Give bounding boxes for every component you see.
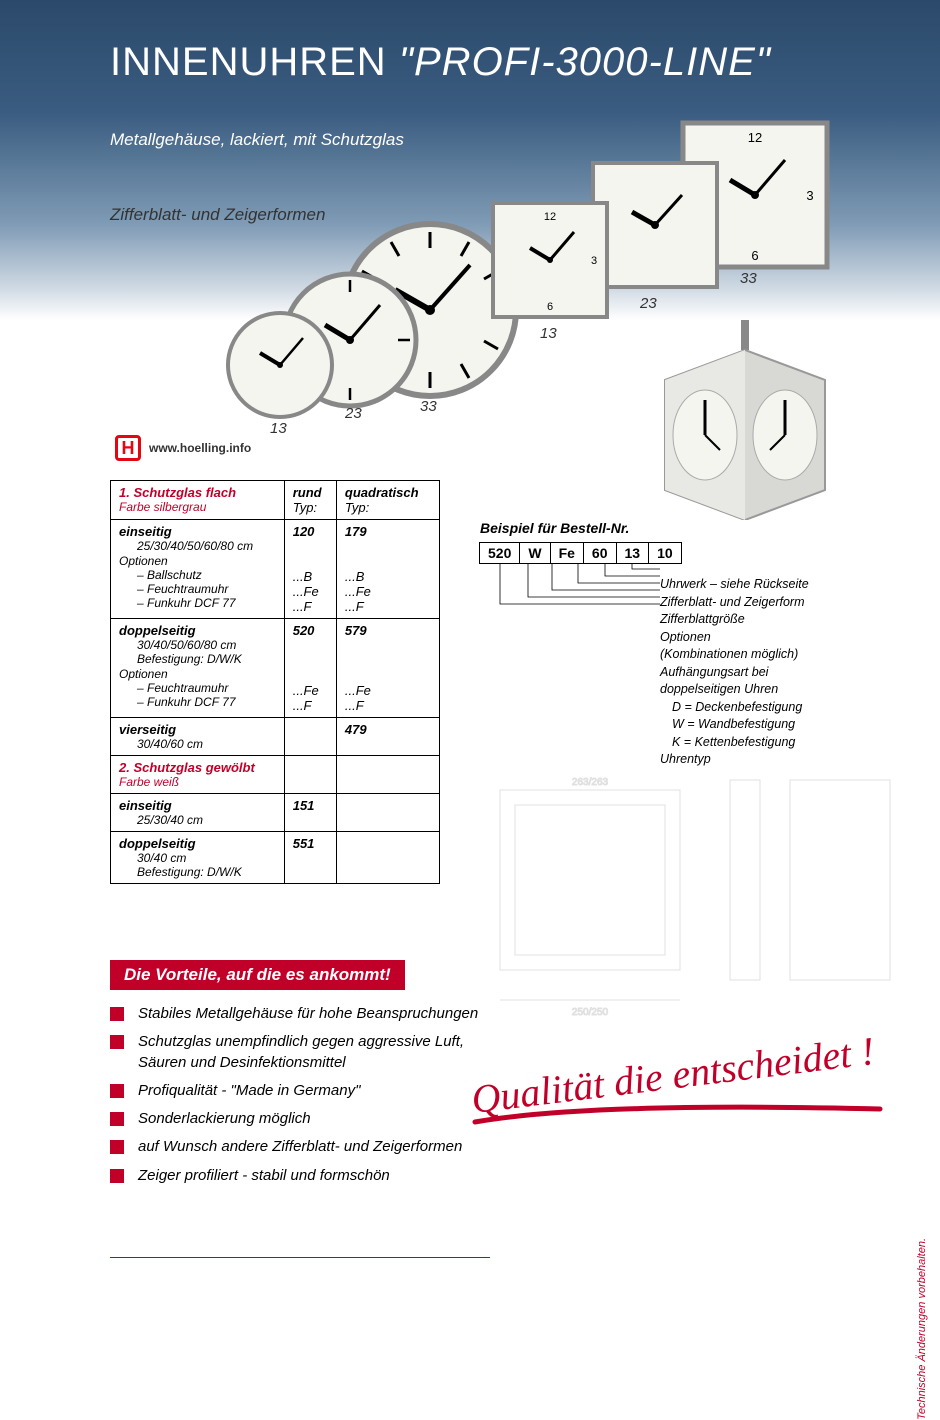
table-col-rund: rundTyp: — [284, 481, 336, 520]
clock-four-sided — [650, 320, 840, 520]
advantages-title: Die Vorteile, auf die es ankommt! — [110, 960, 405, 990]
list-item: Zeiger profiliert - stabil und formschön — [110, 1166, 490, 1186]
table-section-1: 1. Schutzglas flachFarbe silbergrau — [111, 481, 285, 520]
footnote: Technische Änderungen vorbehalten. — [916, 1238, 928, 1420]
order-example: Beispiel für Bestell-Nr. 520 W Fe 60 13 … — [480, 520, 900, 769]
order-title: Beispiel für Bestell-Nr. — [480, 520, 900, 536]
advantages-section: Die Vorteile, auf die es ankommt! Stabil… — [110, 960, 490, 1194]
svg-text:263/263: 263/263 — [572, 777, 609, 788]
list-item: auf Wunsch andere Zifferblatt- und Zeige… — [110, 1137, 490, 1157]
table-row: doppelseitig30/40 cmBefestigung: D/W/K 5… — [111, 832, 440, 884]
logo-icon: H — [115, 435, 141, 461]
divider-line — [110, 1257, 490, 1258]
clock-square-13-label: 13 — [540, 325, 557, 342]
advantages-list: Stabiles Metallgehäuse für hohe Beanspru… — [110, 1004, 490, 1186]
order-box: Fe — [550, 542, 584, 564]
order-box: 13 — [616, 542, 650, 564]
order-lines-icon — [480, 564, 680, 614]
order-legend: Uhrwerk – siehe Rückseite Zifferblatt- u… — [660, 576, 900, 769]
page-title: INNENUHREN "PROFI-3000-LINE" — [110, 40, 771, 85]
logo-row: H www.hoelling.info — [115, 435, 251, 461]
table-col-quad: quadratischTyp: — [336, 481, 439, 520]
subtitle-1: Metallgehäuse, lackiert, mit Schutzglas — [110, 130, 404, 150]
title-plain: INNENUHREN — [110, 40, 399, 84]
table-row: doppelseitig30/40/50/60/80 cmBefestigung… — [111, 619, 440, 718]
clock-round-13-label: 13 — [270, 420, 287, 437]
table-row: einseitig25/30/40/50/60/80 cm Optionen –… — [111, 520, 440, 619]
order-boxes: 520 W Fe 60 13 10 — [480, 542, 900, 564]
title-italic: "PROFI-3000-LINE" — [399, 40, 771, 84]
technical-drawing: 250/250 263/263 — [460, 750, 920, 1030]
clock-round-23-label: 23 — [345, 405, 362, 422]
list-item: Profiqualität - "Made in Germany" — [110, 1081, 490, 1101]
table-section-2: 2. Schutzglas gewölbtFarbe weiß — [111, 756, 440, 794]
list-item: Stabiles Metallgehäuse für hohe Beanspru… — [110, 1004, 490, 1024]
clock-round-13 — [225, 310, 335, 420]
order-box: 60 — [583, 542, 617, 564]
svg-text:250/250: 250/250 — [572, 1007, 609, 1018]
clock-round-33-label: 33 — [420, 398, 437, 415]
list-item: Sonderlackierung möglich — [110, 1109, 490, 1129]
slogan: Qualität die entscheidet ! — [470, 1050, 900, 1142]
spec-table: 1. Schutzglas flachFarbe silbergrau rund… — [110, 480, 440, 884]
subtitle-2: Zifferblatt- und Zeigerformen — [110, 205, 325, 225]
table-row: einseitig25/30/40 cm 151 — [111, 794, 440, 832]
order-box: 10 — [648, 542, 682, 564]
table-row: vierseitig30/40/60 cm 479 — [111, 718, 440, 756]
order-box: 520 — [479, 542, 520, 564]
logo-url: www.hoelling.info — [149, 441, 251, 455]
list-item: Schutzglas unempfindlich gegen aggressiv… — [110, 1032, 490, 1073]
order-box: W — [519, 542, 550, 564]
